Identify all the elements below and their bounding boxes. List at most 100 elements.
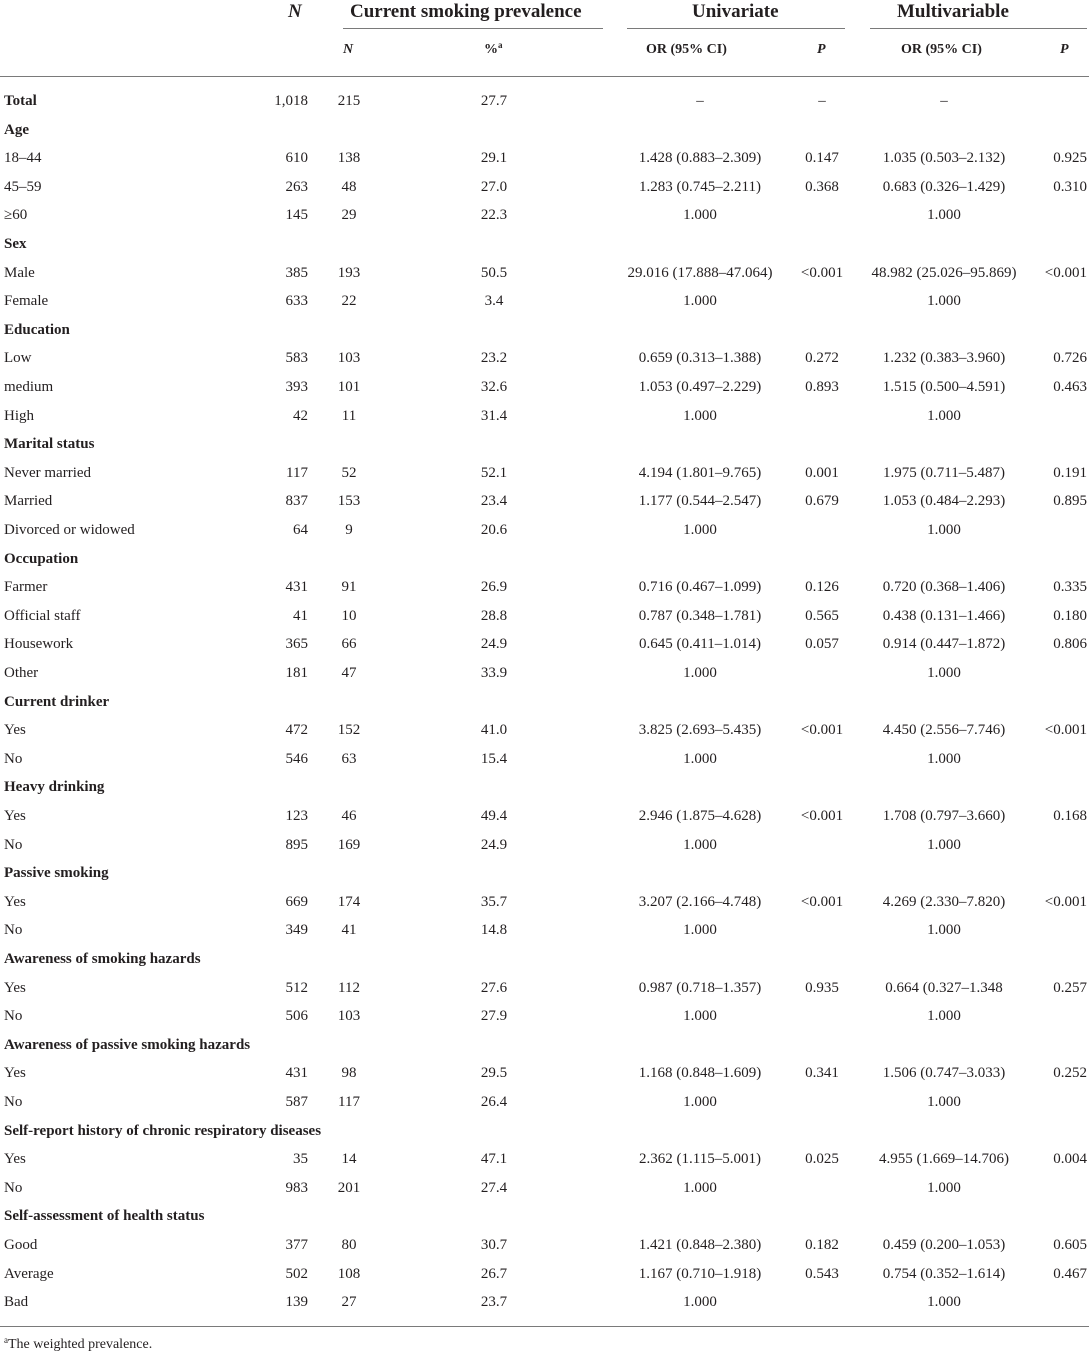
smokers-n: 117 bbox=[338, 1094, 360, 1110]
multivariable-or: – bbox=[940, 93, 948, 109]
table-row: ≥60 145 29 22.3 1.000 1.000 bbox=[0, 201, 1089, 229]
multivariable-or: 1.708 (0.797–3.660) bbox=[882, 808, 1006, 824]
smokers-n: 112 bbox=[338, 979, 360, 996]
row-label: No bbox=[4, 1008, 23, 1025]
total-n: 385 bbox=[285, 264, 309, 281]
prevalence-pct: 29.1 bbox=[480, 150, 508, 167]
total-n: 365 bbox=[285, 636, 309, 653]
smokers-n: 101 bbox=[337, 379, 361, 395]
table-row: No 895 169 24.9 1.000 1.000 bbox=[0, 831, 1089, 859]
row-label: Yes bbox=[4, 979, 26, 996]
univariate-p: 0.025 bbox=[805, 1151, 839, 1168]
total-n: 117 bbox=[286, 464, 308, 481]
univariate-or: 1.000 bbox=[683, 665, 717, 681]
row-label: Never married bbox=[4, 464, 92, 481]
multivariable-p: 0.180 bbox=[1053, 607, 1087, 624]
table-row: No 587 117 26.4 1.000 1.000 bbox=[0, 1088, 1089, 1116]
row-label: High bbox=[4, 407, 34, 424]
row-label: Bad bbox=[4, 1294, 29, 1311]
row-label: 45–59 bbox=[4, 178, 42, 195]
univariate-or: 0.787 (0.348–1.781) bbox=[638, 607, 762, 624]
prevalence-rule bbox=[343, 28, 603, 29]
univariate-p: 0.126 bbox=[805, 579, 839, 596]
category-row: Total 1,018 215 27.7 – – – bbox=[0, 87, 1089, 115]
univariate-or: 0.987 (0.718–1.357) bbox=[638, 979, 762, 996]
header-n: N bbox=[288, 1, 302, 22]
univariate-p: 0.147 bbox=[805, 150, 839, 167]
multivariable-or: 1.232 (0.383–3.960) bbox=[882, 350, 1006, 367]
multivariable-p: 0.335 bbox=[1053, 579, 1087, 596]
total-n: 42 bbox=[293, 407, 308, 424]
category-row: Heavy drinking bbox=[0, 773, 1089, 801]
multivariable-or: 1.000 bbox=[927, 522, 961, 538]
univariate-or: 1.000 bbox=[683, 1294, 717, 1311]
multivariable-or: 1.506 (0.747–3.033) bbox=[882, 1065, 1006, 1082]
prevalence-pct: 41.0 bbox=[480, 722, 508, 739]
prevalence-pct: 26.7 bbox=[480, 1265, 508, 1282]
row-label: Male bbox=[4, 264, 35, 281]
univariate-p: 0.272 bbox=[805, 350, 839, 367]
category-row: Sex bbox=[0, 230, 1089, 258]
table-row: Male 385 193 50.5 29.016 (17.888–47.064) <0.0… bbox=[0, 259, 1089, 287]
smokers-n: 63 bbox=[341, 750, 357, 767]
multivariable-or: 1.000 bbox=[927, 207, 961, 224]
table-row: Yes 472 152 41.0 3.825 (2.693–5.435) <0.001 4.… bbox=[0, 716, 1089, 744]
univariate-or: 1.000 bbox=[683, 750, 717, 767]
row-label: Heavy drinking bbox=[4, 779, 105, 796]
header-prevalence: Current smoking prevalence bbox=[350, 1, 582, 22]
smokers-n: 138 bbox=[337, 150, 361, 167]
table-row: Other 181 47 33.9 1.000 1.000 bbox=[0, 659, 1089, 687]
univariate-or: 1.000 bbox=[683, 207, 717, 224]
multivariable-or: 1.000 bbox=[927, 1294, 961, 1311]
table-bottom-rule bbox=[0, 1326, 1089, 1327]
smokers-n: 108 bbox=[337, 1265, 361, 1282]
multivariable-rule bbox=[870, 28, 1087, 29]
row-label: Divorced or widowed bbox=[4, 522, 135, 538]
multivariable-p: 0.726 bbox=[1053, 350, 1087, 367]
header-univariate: Univariate bbox=[692, 1, 779, 22]
prevalence-pct: 22.3 bbox=[480, 207, 508, 224]
univariate-or: 1.000 bbox=[683, 1008, 717, 1025]
multivariable-or: 1.000 bbox=[927, 750, 961, 767]
prevalence-pct: 27.6 bbox=[480, 979, 508, 996]
row-label: Yes bbox=[4, 893, 26, 910]
multivariable-or: 1.975 (0.711–5.487) bbox=[883, 464, 1005, 481]
univariate-or: 29.016 (17.888–47.064) bbox=[627, 264, 773, 281]
row-label: No bbox=[4, 922, 23, 939]
multivariable-or: 48.982 (25.026–95.869) bbox=[871, 264, 1017, 281]
row-label: medium bbox=[4, 379, 54, 395]
smokers-n: 153 bbox=[337, 493, 361, 510]
univariate-or: 1.421 (0.848–2.380) bbox=[638, 1237, 762, 1253]
table-row: medium 393 101 32.6 1.053 (0.497–2.229) 0.893… bbox=[0, 373, 1089, 401]
multivariable-p: 0.605 bbox=[1053, 1237, 1087, 1253]
prevalence-pct: 47.1 bbox=[480, 1151, 508, 1168]
prevalence-pct: 33.9 bbox=[480, 665, 508, 681]
multivariable-p: 0.191 bbox=[1053, 464, 1087, 481]
row-label: Low bbox=[4, 350, 32, 367]
subheader-univariate-p: P bbox=[817, 42, 826, 57]
smokers-n: 66 bbox=[341, 636, 357, 653]
univariate-or: 3.207 (2.166–4.748) bbox=[638, 893, 762, 910]
multivariable-p: 0.252 bbox=[1053, 1065, 1087, 1082]
total-n: 64 bbox=[293, 522, 308, 538]
category-row: Passive smoking bbox=[0, 859, 1089, 887]
row-label: Average bbox=[4, 1265, 54, 1282]
multivariable-p: 0.310 bbox=[1053, 178, 1087, 195]
row-label: Yes bbox=[4, 1151, 26, 1168]
row-label: Awareness of passive smoking hazards bbox=[4, 1036, 251, 1053]
prevalence-pct: 27.7 bbox=[480, 93, 508, 109]
row-label: Farmer bbox=[4, 579, 48, 596]
multivariable-p: 0.806 bbox=[1053, 636, 1087, 653]
smokers-n: 152 bbox=[337, 722, 361, 739]
univariate-rule bbox=[627, 28, 845, 29]
multivariable-or: 1.000 bbox=[927, 293, 961, 310]
subheader-multivariable-or: OR (95% CI) bbox=[901, 42, 982, 57]
row-label: Occupation bbox=[4, 550, 79, 567]
table-row: Housework 365 66 24.9 0.645 (0.411–1.014) 0.0… bbox=[0, 630, 1089, 658]
univariate-p: <0.001 bbox=[800, 893, 844, 910]
footnote: aThe weighted prevalence. bbox=[4, 1335, 153, 1353]
multivariable-p: 0.467 bbox=[1053, 1265, 1087, 1282]
prevalence-pct: 23.7 bbox=[480, 1294, 508, 1311]
category-row: Occupation bbox=[0, 545, 1089, 573]
row-label: Good bbox=[4, 1237, 38, 1253]
